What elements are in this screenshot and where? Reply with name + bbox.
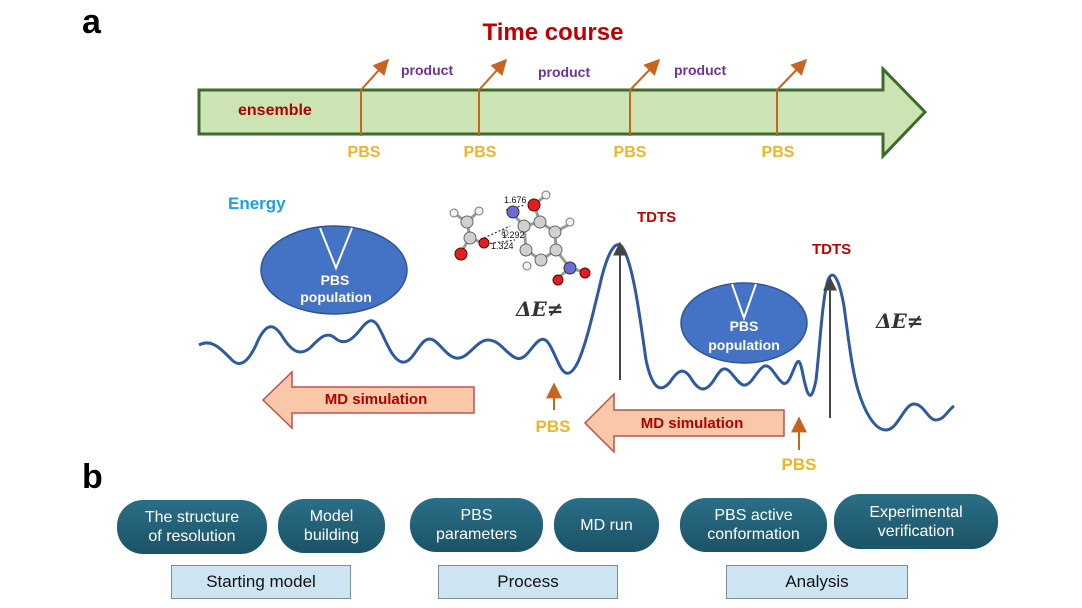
population-label-line2: population xyxy=(300,289,372,305)
energy-label: Energy xyxy=(228,194,286,213)
step-label: PBS active conformation xyxy=(707,507,800,543)
step-md-run: MD run xyxy=(554,498,659,552)
step-experimental-verification: Experimental verification xyxy=(834,494,998,549)
tdts-label: TDTS xyxy=(812,241,851,258)
product-label: product xyxy=(538,64,590,80)
panel-b-letter: b xyxy=(82,458,103,496)
product-label: product xyxy=(674,62,726,78)
md-simulation-label: MD simulation xyxy=(641,415,744,432)
md-simulation-arrow-right: MD simulation xyxy=(583,392,785,454)
md-simulation-arrow-left: MD simulation xyxy=(261,370,475,430)
step-model-building: Model building xyxy=(278,499,385,553)
molecule-structure: 1.676 1.292 1.324 xyxy=(449,190,591,286)
group-label: Process xyxy=(497,572,559,591)
step-label: Experimental verification xyxy=(869,503,963,540)
ensemble-label: ensemble xyxy=(238,102,312,119)
pbs-timeline-label: PBS xyxy=(348,144,381,161)
pbs-population-left: PBS population xyxy=(260,225,408,315)
pbs-timeline-label: PBS xyxy=(464,144,497,161)
panel-a-letter: a xyxy=(82,3,102,41)
pbs-marker-1 xyxy=(360,58,390,136)
product-label: product xyxy=(401,62,453,78)
population-label-line1: PBS xyxy=(730,318,759,334)
pbs-energy-label: PBS xyxy=(536,417,571,436)
group-analysis: Analysis xyxy=(726,565,908,599)
step-label: MD run xyxy=(580,516,633,534)
energy-curve xyxy=(198,243,955,432)
pbs-marker-3 xyxy=(629,58,661,136)
group-process: Process xyxy=(438,565,618,599)
delta-e-label: ΔE≠ xyxy=(875,309,924,333)
step-label: PBS parameters xyxy=(436,507,517,543)
pbs-energy-label: PBS xyxy=(782,455,817,474)
population-label-line1: PBS xyxy=(321,272,350,288)
pbs-population-right: PBS population xyxy=(680,282,808,364)
step-pbs-parameters: PBS parameters xyxy=(410,498,543,552)
population-label-line2: population xyxy=(708,337,780,353)
step-label: The structure of resolution xyxy=(144,509,240,545)
bond-length: 1.292 xyxy=(502,230,525,240)
pbs-marker-2 xyxy=(478,58,508,136)
md-simulation-label: MD simulation xyxy=(325,391,428,408)
time-course-title: Time course xyxy=(483,19,624,46)
pbs-timeline-label: PBS xyxy=(762,144,795,161)
pbs-timeline-label: PBS xyxy=(614,144,647,161)
bond-length: 1.676 xyxy=(504,195,527,205)
time-arrow xyxy=(197,65,928,160)
step-pbs-active-conformation: PBS active conformation xyxy=(680,498,827,552)
step-structure-resolution: The structure of resolution xyxy=(117,500,267,554)
group-label: Analysis xyxy=(785,572,849,591)
group-starting-model: Starting model xyxy=(171,565,351,599)
delta-e-label: ΔE≠ xyxy=(515,297,564,321)
pbs-marker-4 xyxy=(776,58,808,136)
bond-length: 1.324 xyxy=(491,241,514,251)
group-label: Starting model xyxy=(206,572,316,591)
tdts-label: TDTS xyxy=(637,209,676,226)
step-label: Model building xyxy=(303,508,360,544)
